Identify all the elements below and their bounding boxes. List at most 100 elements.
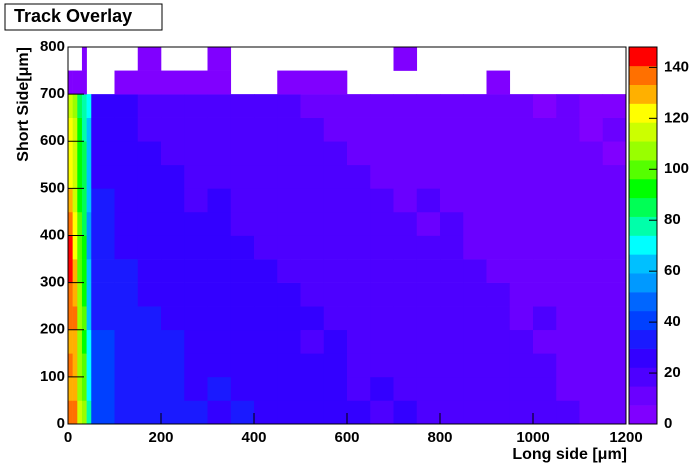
cell <box>77 376 83 401</box>
cell <box>161 94 185 118</box>
cell <box>347 94 371 118</box>
cell <box>486 353 511 378</box>
cell <box>323 306 348 331</box>
colorbar-swatch <box>629 47 657 67</box>
z-tick-label: 120 <box>664 109 689 126</box>
cell <box>556 188 580 213</box>
x-tick-label: 600 <box>334 429 359 446</box>
colorbar-swatch <box>629 84 657 104</box>
cell <box>137 259 162 283</box>
cell <box>347 400 371 425</box>
cell <box>68 141 73 166</box>
cell <box>230 376 255 401</box>
cell <box>81 211 87 236</box>
cell <box>254 117 278 142</box>
cell <box>440 188 464 213</box>
cell <box>416 306 441 331</box>
cell <box>137 141 162 166</box>
cell <box>533 117 557 142</box>
cell <box>91 400 115 425</box>
cell <box>114 94 139 118</box>
cell <box>114 141 139 166</box>
cell <box>370 211 394 236</box>
cell <box>68 282 73 307</box>
cell <box>254 282 278 307</box>
cell <box>254 141 278 166</box>
cell <box>347 329 371 354</box>
colorbar-swatch <box>629 160 657 180</box>
cell <box>277 70 301 95</box>
cell <box>440 282 464 307</box>
cell <box>509 353 534 378</box>
cell <box>254 188 278 213</box>
cell <box>72 353 78 378</box>
cell <box>114 376 139 401</box>
cell <box>533 188 557 213</box>
cell <box>416 117 441 142</box>
cell <box>393 188 418 213</box>
cell <box>230 353 255 378</box>
cell <box>509 306 534 331</box>
cell <box>114 117 139 142</box>
cell <box>509 164 534 189</box>
cell <box>81 94 87 118</box>
cell <box>579 188 604 213</box>
cell <box>323 259 348 283</box>
cell <box>86 306 92 331</box>
cell <box>486 282 511 307</box>
cell <box>161 259 185 283</box>
cell <box>300 117 325 142</box>
cell <box>68 306 73 331</box>
cell <box>184 188 208 213</box>
colorbar-swatch <box>629 405 657 425</box>
cell <box>230 211 255 236</box>
cell <box>72 329 78 354</box>
cell <box>68 117 73 142</box>
cell <box>207 211 232 236</box>
cell <box>533 259 557 283</box>
cell <box>114 188 139 213</box>
cell <box>137 164 162 189</box>
cell <box>114 400 139 425</box>
cell <box>137 376 162 401</box>
cell <box>230 141 255 166</box>
cell <box>556 400 580 425</box>
cell <box>254 329 278 354</box>
cell <box>68 353 73 378</box>
y-tick-label: 800 <box>40 38 65 55</box>
cell <box>579 259 604 283</box>
cell <box>416 353 441 378</box>
cell <box>81 376 87 401</box>
cell <box>300 376 325 401</box>
cell <box>184 376 208 401</box>
cell <box>86 141 92 166</box>
cell <box>81 400 87 425</box>
cell <box>300 94 325 118</box>
y-tick-label: 400 <box>40 226 65 243</box>
cell <box>184 235 208 260</box>
cell <box>347 141 371 166</box>
cell <box>300 141 325 166</box>
title-box <box>4 3 163 31</box>
cell <box>254 259 278 283</box>
cell <box>91 353 115 378</box>
cell <box>91 235 115 260</box>
z-tick-label: 80 <box>664 211 681 228</box>
y-tick-label: 600 <box>40 132 65 149</box>
cell <box>254 164 278 189</box>
cell <box>86 188 92 213</box>
cell <box>254 94 278 118</box>
cell <box>533 376 557 401</box>
cell <box>416 211 441 236</box>
cell <box>184 117 208 142</box>
cell <box>81 117 87 142</box>
cell <box>509 141 534 166</box>
y-tick-label: 100 <box>40 368 65 385</box>
cell <box>300 400 325 425</box>
cell <box>184 329 208 354</box>
cell <box>416 141 441 166</box>
cell <box>509 329 534 354</box>
cell <box>509 235 534 260</box>
cell <box>440 164 464 189</box>
cell <box>370 141 394 166</box>
